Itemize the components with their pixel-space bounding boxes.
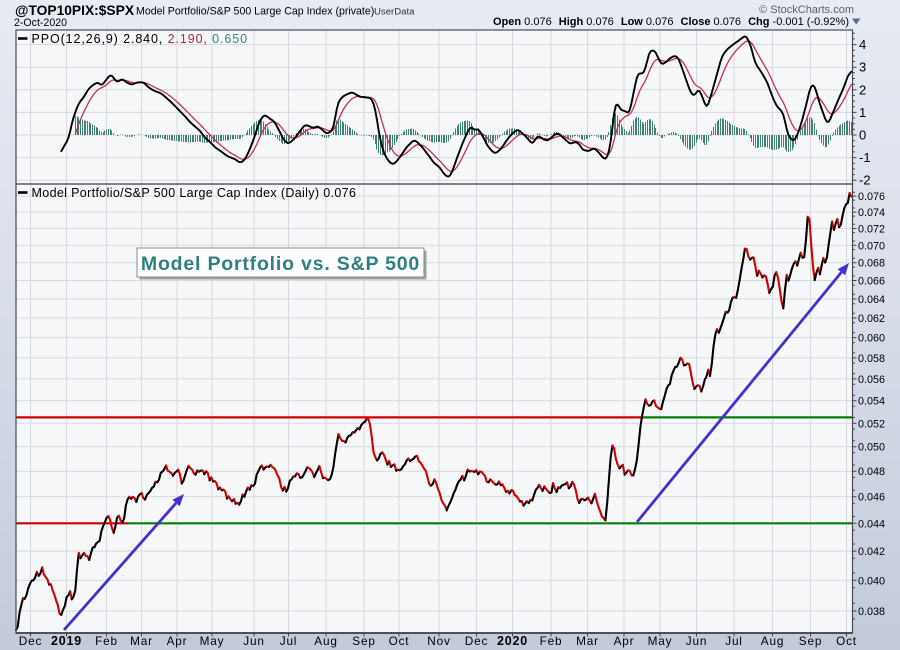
- svg-text:Feb: Feb: [540, 634, 563, 648]
- svg-text:0.038: 0.038: [858, 606, 885, 618]
- svg-text:Jul: Jul: [725, 634, 742, 648]
- svg-text:3: 3: [859, 60, 866, 75]
- svg-text:UserData: UserData: [374, 7, 415, 18]
- svg-text:Aug: Aug: [761, 634, 784, 648]
- svg-text:-1: -1: [859, 150, 871, 165]
- svg-text:4: 4: [859, 37, 866, 52]
- svg-text:0.066: 0.066: [858, 276, 885, 288]
- svg-text:Mar: Mar: [130, 634, 153, 648]
- svg-text:May: May: [648, 634, 673, 648]
- svg-text:-2: -2: [859, 173, 871, 188]
- svg-text:2019: 2019: [51, 634, 82, 648]
- svg-text:Jun: Jun: [243, 634, 264, 648]
- svg-text:Jul: Jul: [280, 634, 297, 648]
- svg-text:@TOP10PIX:$SPX: @TOP10PIX:$SPX: [15, 3, 135, 18]
- svg-text:1: 1: [859, 105, 866, 120]
- svg-text:0.072: 0.072: [858, 224, 885, 236]
- svg-text:0.062: 0.062: [858, 313, 885, 325]
- svg-text:© StockCharts.com: © StockCharts.com: [759, 4, 854, 16]
- svg-text:Aug: Aug: [314, 634, 337, 648]
- svg-text:0.048: 0.048: [858, 466, 885, 478]
- svg-text:Model Portfolio vs. S&P 500: Model Portfolio vs. S&P 500: [141, 253, 420, 275]
- svg-text:Dec: Dec: [19, 634, 42, 648]
- svg-text:0.054: 0.054: [858, 396, 885, 408]
- svg-text:0.070: 0.070: [858, 240, 885, 252]
- svg-text:0.040: 0.040: [858, 575, 885, 587]
- svg-text:Open 0.076 High 0.076 Low 0.07: Open 0.076 High 0.076 Low 0.076 Close 0.…: [493, 16, 849, 28]
- svg-text:Apr: Apr: [614, 634, 635, 648]
- svg-text:Mar: Mar: [576, 634, 599, 648]
- svg-text:Dec: Dec: [465, 634, 488, 648]
- svg-text:0.046: 0.046: [858, 492, 885, 504]
- svg-text:0.058: 0.058: [858, 353, 885, 365]
- svg-text:0.056: 0.056: [858, 374, 885, 386]
- svg-text:0.068: 0.068: [858, 258, 885, 270]
- svg-text:0: 0: [859, 128, 866, 143]
- svg-text:2-Oct-2020: 2-Oct-2020: [14, 17, 67, 29]
- svg-text:Sep: Sep: [352, 634, 375, 648]
- svg-text:2: 2: [859, 82, 866, 97]
- svg-text:Feb: Feb: [95, 634, 118, 648]
- svg-text:0.064: 0.064: [858, 294, 885, 306]
- svg-text:0.044: 0.044: [858, 518, 885, 530]
- svg-text:PPO(12,26,9) 2.840, 2.190, 0.6: PPO(12,26,9) 2.840, 2.190, 0.650: [32, 32, 248, 46]
- svg-text:May: May: [200, 634, 225, 648]
- svg-text:0.052: 0.052: [858, 418, 885, 430]
- svg-text:Oct: Oct: [389, 634, 410, 648]
- svg-text:Model Portfolio/S&P 500 Large: Model Portfolio/S&P 500 Large Cap Index …: [136, 6, 374, 18]
- svg-text:Jun: Jun: [686, 634, 707, 648]
- svg-text:2020: 2020: [497, 634, 528, 648]
- svg-text:Nov: Nov: [427, 634, 450, 648]
- svg-text:Model Portfolio/S&P 500 Large: Model Portfolio/S&P 500 Large Cap Index …: [32, 186, 357, 200]
- svg-text:Sep: Sep: [799, 634, 822, 648]
- svg-text:0.076: 0.076: [858, 191, 885, 203]
- svg-text:Apr: Apr: [167, 634, 188, 648]
- svg-text:0.074: 0.074: [858, 207, 885, 219]
- svg-text:0.042: 0.042: [858, 546, 885, 558]
- svg-text:0.060: 0.060: [858, 333, 885, 345]
- svg-text:0.050: 0.050: [858, 442, 885, 454]
- svg-text:Oct: Oct: [836, 634, 857, 648]
